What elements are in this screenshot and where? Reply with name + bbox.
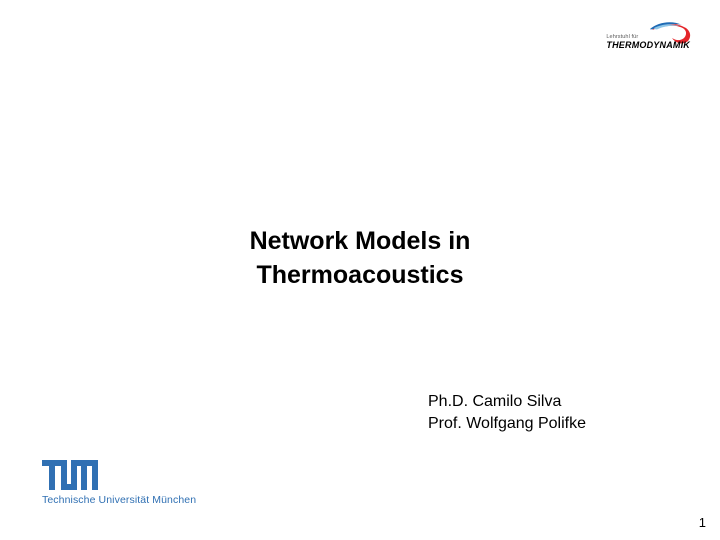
thermo-text-wrap: Lehrstuhl für THERMODYNAMIK [606, 26, 690, 50]
slide: Lehrstuhl für THERMODYNAMIK Network Mode… [0, 0, 720, 540]
tum-university-text: Technische Universität München [42, 494, 196, 506]
title-line-1: Network Models in [0, 225, 720, 259]
author-line-2: Prof. Wolfgang Polifke [428, 413, 586, 435]
thermo-name-text: THERMODYNAMIK [606, 40, 690, 50]
author-line-1: Ph.D. Camilo Silva [428, 391, 586, 413]
page-number: 1 [699, 515, 706, 530]
tum-mark-icon [42, 460, 98, 490]
tum-logo: Technische Universität München [42, 460, 196, 506]
title-block: Network Models in Thermoacoustics [0, 225, 720, 293]
thermo-logo: Lehrstuhl für THERMODYNAMIK [606, 26, 690, 50]
title-line-2: Thermoacoustics [0, 259, 720, 293]
authors-block: Ph.D. Camilo Silva Prof. Wolfgang Polifk… [428, 391, 586, 436]
